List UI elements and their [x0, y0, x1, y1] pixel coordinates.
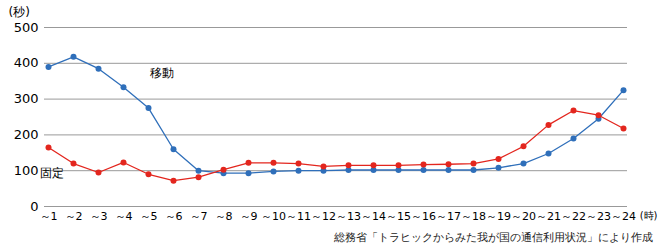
svg-text:～12: ～12: [311, 210, 336, 223]
svg-text:～10: ～10: [261, 210, 286, 223]
svg-text:～3: ～3: [90, 210, 108, 223]
svg-text:～6: ～6: [165, 210, 183, 223]
svg-text:500: 500: [14, 20, 39, 35]
svg-text:400: 400: [14, 55, 39, 70]
svg-text:0: 0: [30, 199, 38, 214]
svg-text:～15: ～15: [386, 210, 411, 223]
svg-text:移動: 移動: [150, 66, 174, 80]
svg-text:固定: 固定: [40, 166, 64, 180]
svg-text:200: 200: [14, 127, 39, 142]
svg-text:～16: ～16: [411, 210, 436, 223]
svg-text:～24: ～24: [611, 210, 636, 223]
svg-text:100: 100: [14, 163, 39, 178]
svg-text:300: 300: [14, 91, 39, 106]
svg-text:～7: ～7: [190, 210, 208, 223]
svg-text:～1: ～1: [40, 210, 58, 223]
svg-text:～14: ～14: [361, 210, 386, 223]
svg-text:～8: ～8: [215, 210, 233, 223]
svg-text:～20: ～20: [511, 210, 536, 223]
svg-text:～9: ～9: [240, 210, 258, 223]
svg-text:(秒): (秒): [9, 5, 30, 19]
svg-text:～19: ～19: [486, 210, 511, 223]
html-text:総務省「トラヒックからみた我が国の通信利用状況」により作成: 総務省「トラヒックからみた我が国の通信利用状況」により作成: [334, 231, 653, 244]
svg-text:～21: ～21: [536, 210, 561, 223]
svg-text:～4: ～4: [115, 210, 133, 223]
svg-text:～2: ～2: [65, 210, 83, 223]
svg-text:(時): (時): [640, 210, 658, 221]
svg-text:～22: ～22: [561, 210, 586, 223]
svg-text:～17: ～17: [436, 210, 461, 223]
svg-text:～23: ～23: [586, 210, 611, 223]
svg-text:～5: ～5: [140, 210, 158, 223]
svg-text:～13: ～13: [336, 210, 361, 223]
svg-text:～18: ～18: [461, 210, 486, 223]
svg-text:～11: ～11: [286, 210, 311, 223]
